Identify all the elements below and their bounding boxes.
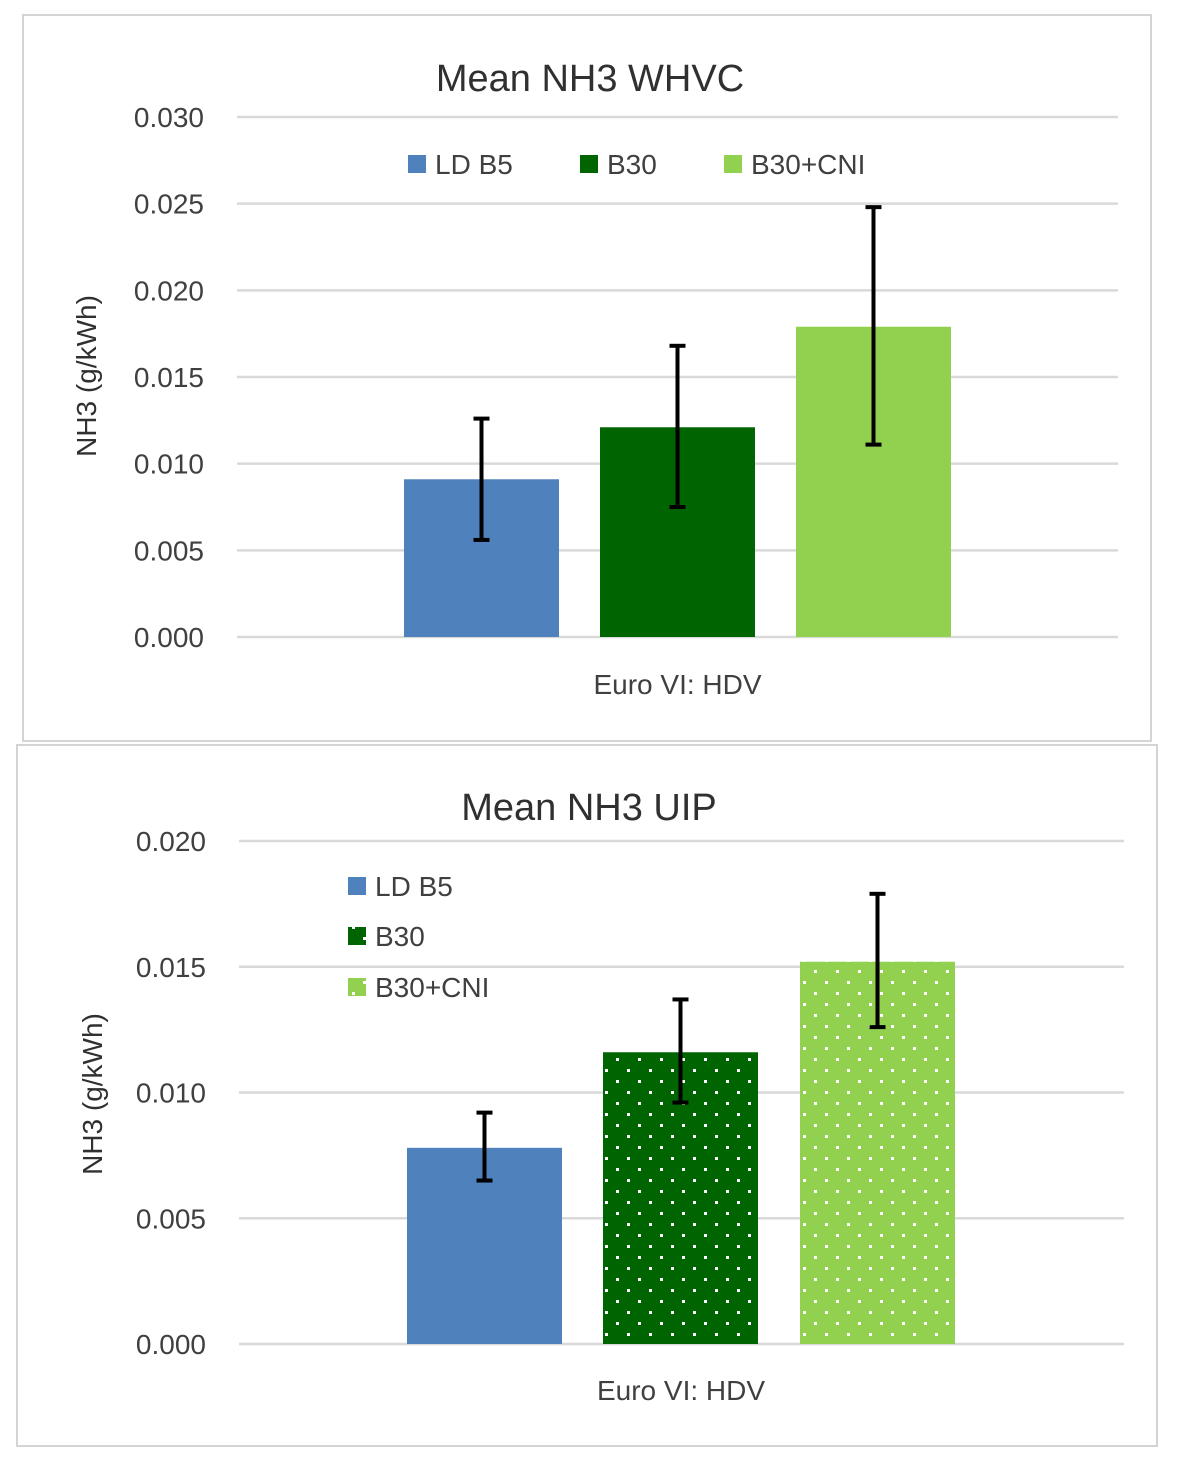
- uip-legend-swatch: [348, 978, 366, 996]
- whvc-error-bar-b30: [669, 343, 686, 509]
- whvc-y-tick-label: 0.025: [134, 189, 204, 220]
- whvc-y-axis-label: NH3 (g/kWh): [71, 295, 102, 457]
- whvc-y-tick-label: 0.010: [134, 449, 204, 480]
- chart-uip: Mean NH3 UIP 0.000 0.005 0.010 0.015 0.020 NH3…: [77, 787, 1124, 1406]
- whvc-legend-label: B30+CNI: [751, 149, 865, 180]
- whvc-x-category-label: Euro VI: HDV: [593, 669, 761, 700]
- uip-error-bar-b30-cni: [869, 891, 886, 1030]
- whvc-legend-label: B30: [607, 149, 657, 180]
- whvc-error-bar-ld-b5: [473, 416, 490, 542]
- whvc-legend-swatch: [408, 155, 426, 173]
- uip-legend-label: LD B5: [375, 871, 453, 902]
- uip-legend-label: B30+CNI: [375, 972, 489, 1003]
- uip-error-bar-b30: [672, 997, 689, 1105]
- whvc-legend-swatch: [724, 155, 742, 173]
- chart-panel-whvc: Mean NH3 WHVC 0.000 0.005 0.010 0.015 0.020 0.…: [22, 14, 1152, 742]
- uip-y-tick-label: 0.015: [136, 952, 206, 983]
- uip-y-tick-label: 0.005: [136, 1203, 206, 1234]
- uip-legend: LD B5 B30 B30+CNI: [348, 871, 489, 1003]
- uip-error-bar-ld-b5: [476, 1110, 493, 1183]
- uip-legend-swatch: [348, 877, 366, 895]
- whvc-y-tick-label: 0.030: [134, 102, 204, 133]
- uip-y-tick-label: 0.000: [136, 1329, 206, 1360]
- whvc-legend: LD B5 B30 B30+CNI: [408, 149, 865, 180]
- uip-x-category-label: Euro VI: HDV: [597, 1375, 765, 1406]
- whvc-y-tick-label: 0.015: [134, 362, 204, 393]
- uip-chart-title: Mean NH3 UIP: [461, 787, 717, 829]
- whvc-legend-label: LD B5: [435, 149, 513, 180]
- uip-legend-swatch: [348, 927, 366, 945]
- whvc-legend-swatch: [580, 155, 598, 173]
- whvc-chart-title: Mean NH3 WHVC: [436, 58, 744, 100]
- whvc-error-bar-b30-cni: [865, 205, 882, 447]
- uip-y-tick-label: 0.020: [136, 826, 206, 857]
- chart-whvc: Mean NH3 WHVC 0.000 0.005 0.010 0.015 0.020 0.…: [71, 58, 1118, 700]
- uip-y-axis-label: NH3 (g/kWh): [77, 1013, 108, 1175]
- uip-y-tick-label: 0.010: [136, 1078, 206, 1109]
- whvc-y-tick-label: 0.005: [134, 535, 204, 566]
- whvc-y-tick-label: 0.020: [134, 275, 204, 306]
- whvc-y-tick-label: 0.000: [134, 622, 204, 653]
- chart-panel-uip: Mean NH3 UIP 0.000 0.005 0.010 0.015 0.020 NH3…: [16, 744, 1158, 1447]
- uip-legend-label: B30: [375, 921, 425, 952]
